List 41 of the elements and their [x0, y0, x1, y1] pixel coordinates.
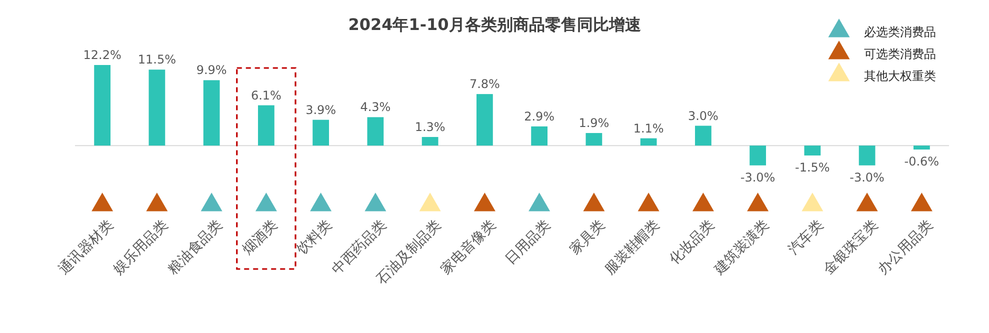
bar: [422, 136, 438, 146]
data-label: 3.9%: [306, 102, 336, 117]
bar: [148, 70, 166, 146]
data-label: 1.3%: [414, 120, 446, 134]
bar: [531, 126, 548, 146]
data-label: 6.1%: [250, 88, 282, 102]
bar: [367, 117, 384, 146]
data-label: 3.0%: [688, 108, 718, 123]
data-label: 2.9%: [524, 109, 555, 124]
bar: [640, 138, 657, 146]
bar: [804, 146, 821, 156]
data-label: 12.2%: [83, 48, 122, 62]
bar: [94, 65, 111, 146]
bar: [586, 133, 602, 146]
data-label: -1.5%: [795, 160, 830, 174]
data-label: 4.3%: [360, 100, 391, 114]
data-label: 1.1%: [633, 121, 664, 136]
legend-label: 可选类消费品: [864, 47, 936, 62]
bar: [858, 146, 876, 166]
legend-label: 必选类消费品: [864, 25, 936, 40]
x-tick-label: 家具类: [567, 216, 608, 258]
bar: [476, 94, 493, 146]
x-tick-label: 饮料类: [293, 216, 336, 259]
data-label: 7.8%: [469, 77, 500, 92]
bar: [203, 80, 220, 146]
chart-title: 2024年1-10月各类别商品零售同比增速: [348, 15, 642, 34]
bar: [258, 105, 274, 146]
data-label: 1.9%: [578, 116, 610, 130]
bar: [750, 146, 766, 166]
data-label: 9.9%: [196, 63, 227, 78]
x-tick-label: 汽车类: [786, 216, 827, 258]
bar: [913, 146, 930, 150]
data-label: -3.0%: [850, 170, 884, 184]
bar: [312, 120, 330, 146]
bar: [694, 126, 712, 146]
data-label: -3.0%: [740, 170, 776, 184]
data-label: -0.6%: [904, 154, 940, 169]
data-label: 11.5%: [138, 52, 176, 67]
legend-label: 其他大权重类: [864, 69, 936, 84]
x-tick-label: 烟酒类: [239, 216, 280, 258]
x-tick-label: 日用品类: [502, 216, 554, 268]
